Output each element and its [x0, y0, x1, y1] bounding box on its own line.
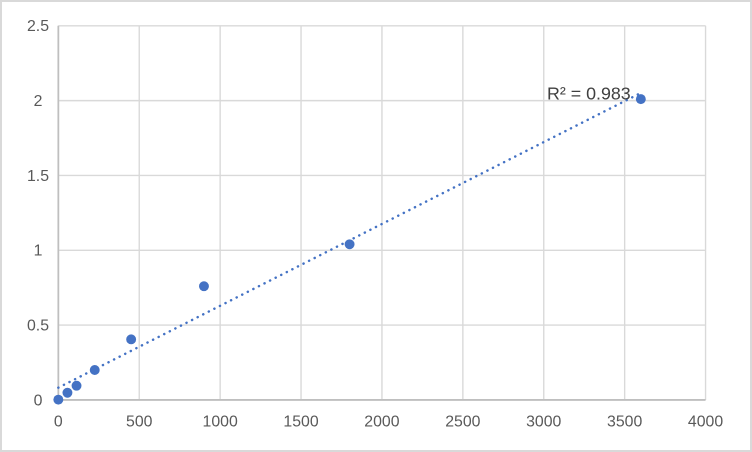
y-tick-label: 1.5	[27, 168, 49, 185]
x-tick-label: 4000	[688, 414, 723, 431]
x-tick-label: 2500	[445, 414, 480, 431]
data-point	[344, 239, 355, 250]
data-point	[89, 365, 100, 375]
y-tick-label: 2.5	[27, 18, 49, 35]
x-tick-label: 500	[126, 414, 153, 431]
x-tick-label: 3500	[607, 414, 642, 431]
data-point	[635, 94, 646, 105]
x-tick-label: 1500	[283, 414, 318, 431]
r-squared-label: R² = 0.983	[547, 84, 631, 104]
x-tick-label: 2000	[364, 414, 399, 431]
trendline	[57, 91, 643, 389]
x-tick-label: 1000	[203, 414, 238, 431]
data-point	[126, 334, 137, 345]
data-point	[53, 394, 64, 405]
y-tick-label: 1	[34, 243, 43, 260]
y-tick-label: 0	[34, 392, 43, 409]
x-tick-label: 3000	[526, 414, 561, 431]
data-point	[199, 281, 209, 292]
x-tick-label: 0	[54, 414, 63, 431]
data-point	[62, 387, 73, 398]
y-tick-label: 0.5	[27, 318, 49, 335]
data-point	[71, 380, 82, 391]
y-tick-label: 2	[34, 93, 43, 110]
